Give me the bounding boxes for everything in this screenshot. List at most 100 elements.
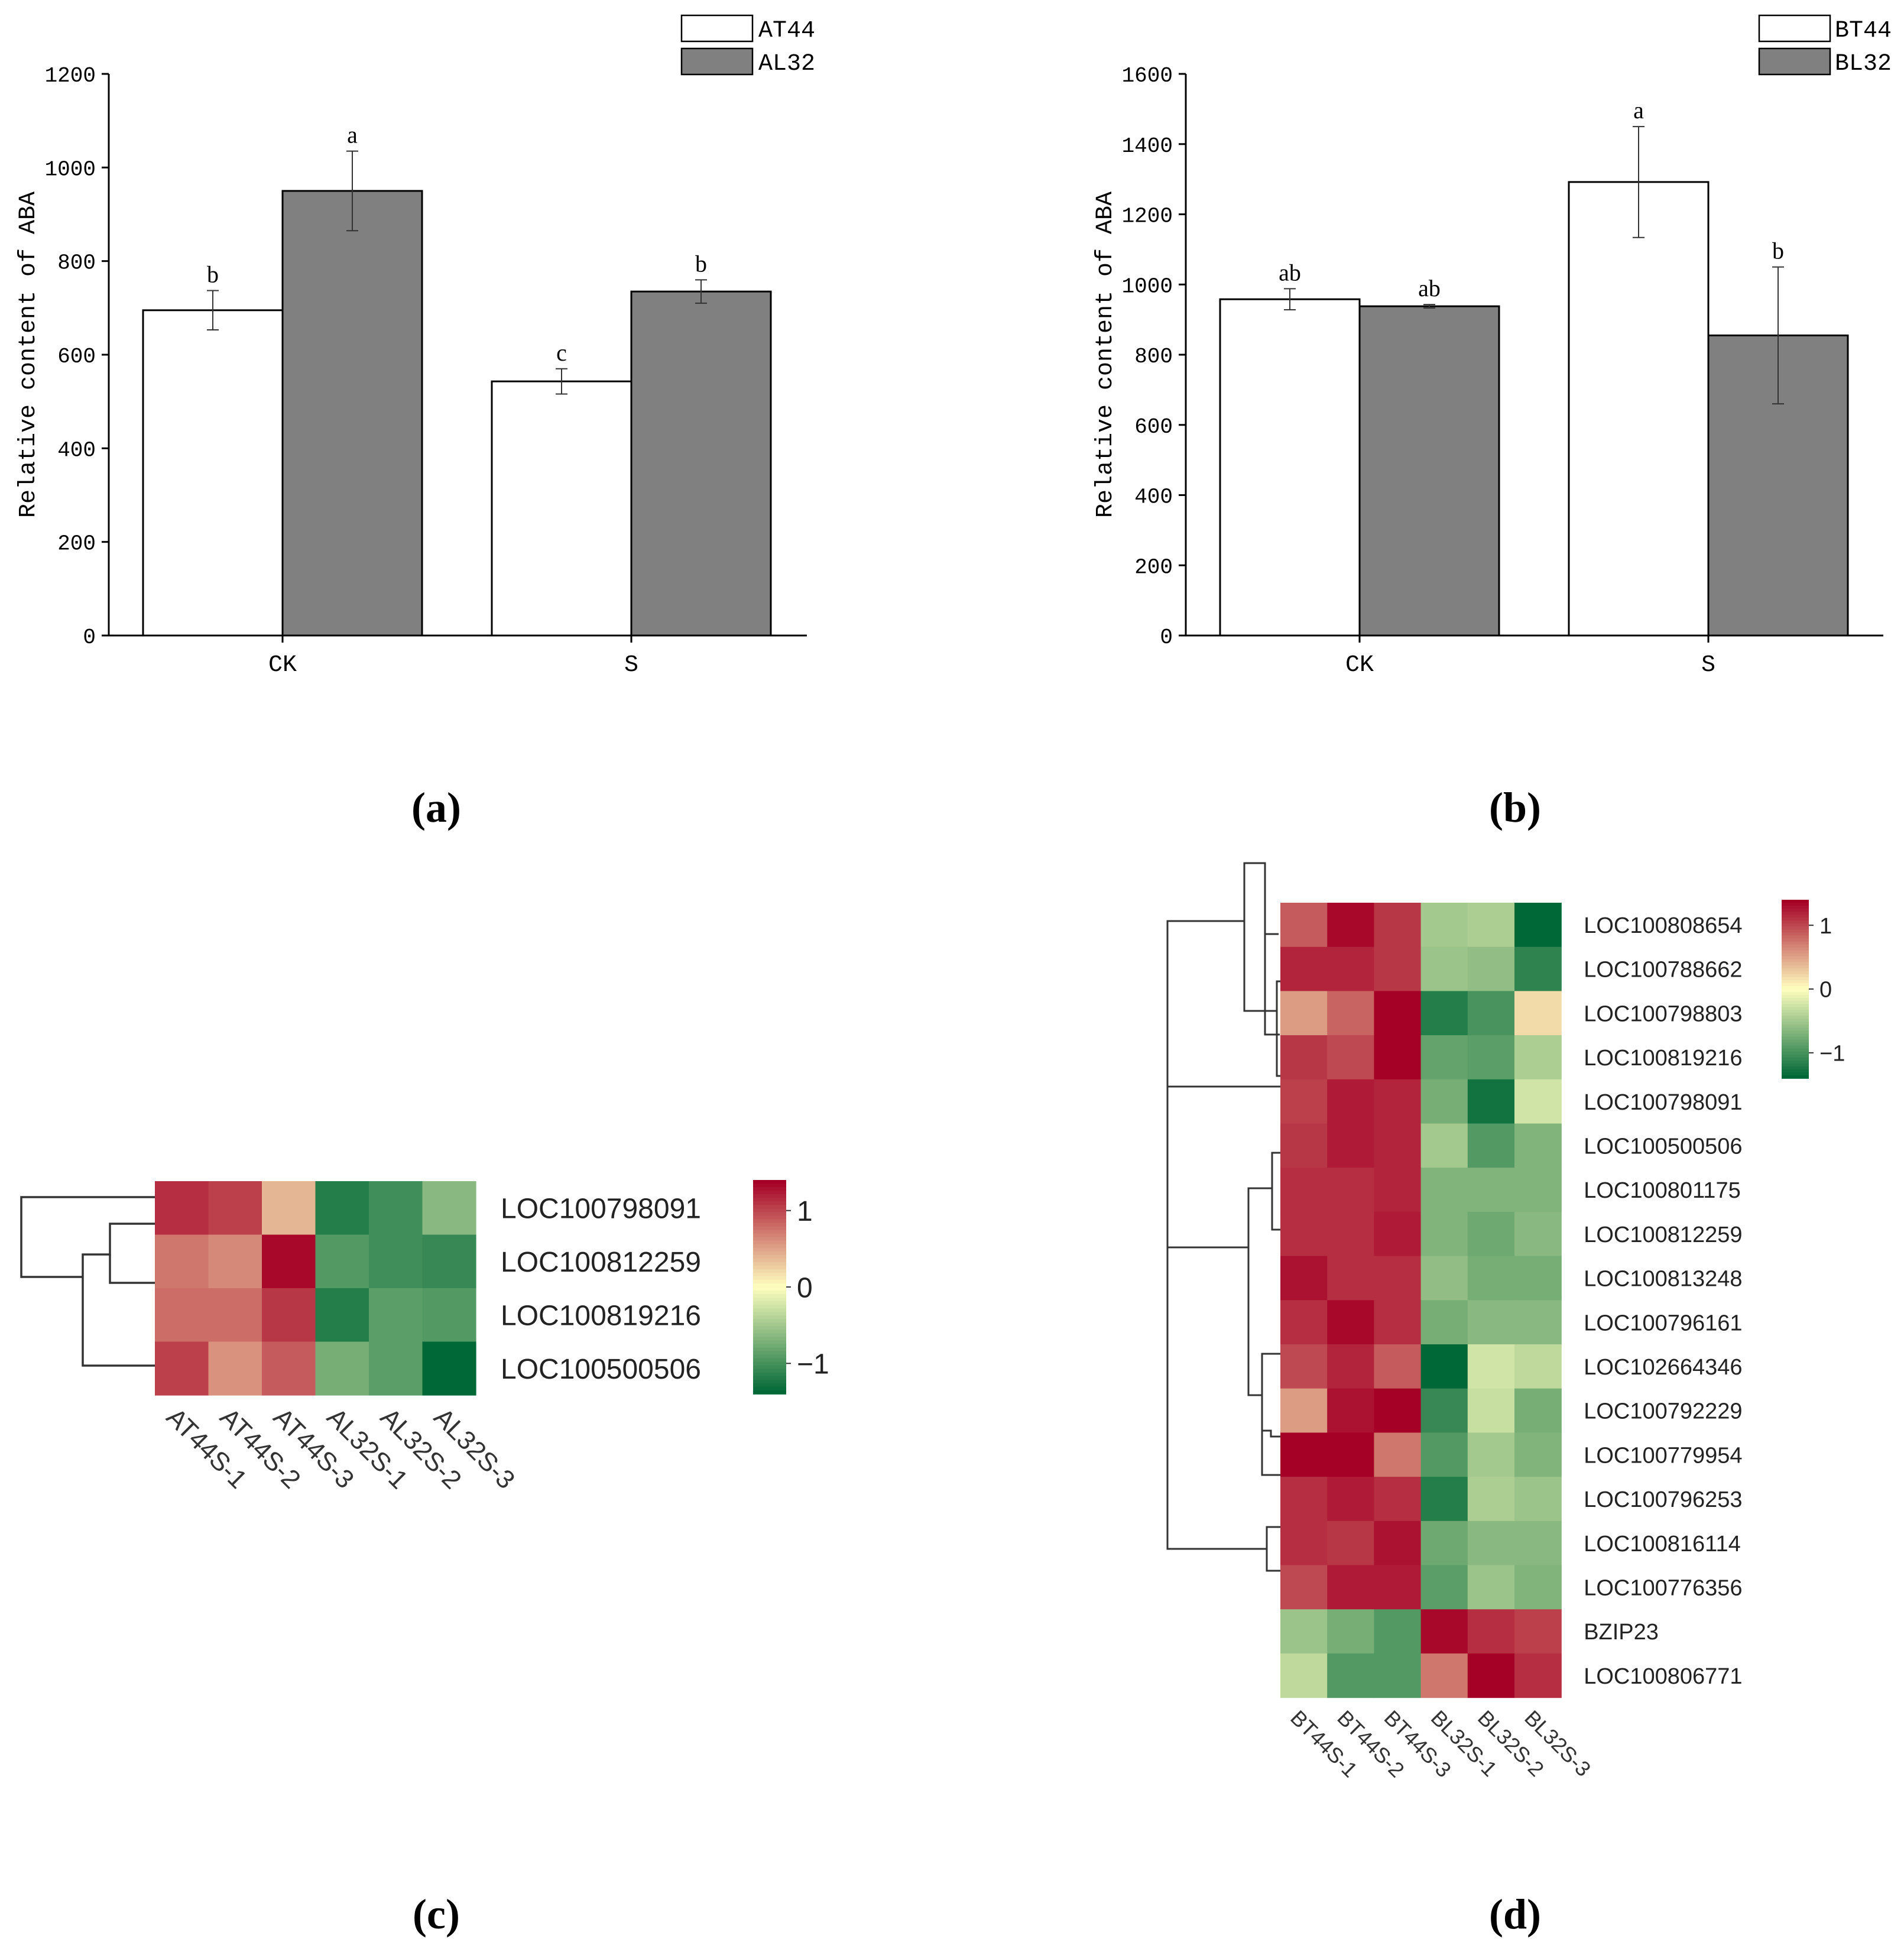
bar-at44-s xyxy=(491,380,632,637)
panel-label-a: (a) xyxy=(411,784,461,831)
heatmap-cell xyxy=(1280,1211,1328,1257)
heatmap-cell xyxy=(1280,1477,1328,1522)
bars-a: b a c b xyxy=(142,122,772,643)
heatmap-cell xyxy=(1514,1300,1562,1345)
panel-label-d: (d) xyxy=(1489,1891,1541,1938)
y-tick-label: 0 xyxy=(83,625,96,650)
colorbar-segment xyxy=(1782,1060,1809,1064)
colorbar-segment xyxy=(753,1223,786,1227)
heatmap-cell xyxy=(1280,991,1328,1036)
heatmap-cell xyxy=(1420,1520,1468,1566)
heatmap-cell xyxy=(1420,1565,1468,1610)
x-tick-label-s-a: S xyxy=(624,652,638,679)
y-tick-label: 1000 xyxy=(1122,274,1173,299)
colorbar-segment xyxy=(1782,1010,1809,1014)
x-tick-label-s-b: S xyxy=(1701,652,1715,679)
y-tick-label: 200 xyxy=(1134,555,1173,579)
dendro-branch xyxy=(1261,1431,1282,1476)
colorbar-segment xyxy=(753,1187,786,1191)
colorbar-segment xyxy=(753,1194,786,1198)
colorbar-segment xyxy=(753,1312,786,1317)
colorbar-segment xyxy=(1782,947,1809,951)
colorbar-segment xyxy=(1782,1027,1809,1032)
colorbar-segment xyxy=(753,1279,786,1284)
heatmap-cell xyxy=(1467,1211,1515,1257)
colorbar-segment xyxy=(753,1379,786,1384)
legend-label-bt44: BT44 xyxy=(1835,18,1892,44)
colorbar-segment xyxy=(753,1365,786,1370)
heatmap-cell xyxy=(1327,991,1374,1036)
legend-a: AT44 AL32 xyxy=(680,14,815,77)
row-labels-c: LOC100798091 LOC100812259 LOC100819216 LOC1… xyxy=(501,1194,701,1386)
row-label: LOC100798091 xyxy=(1584,1090,1742,1115)
colorbar-segment xyxy=(753,1251,786,1256)
colorbar-segment xyxy=(1782,1019,1809,1023)
colorbar-segment xyxy=(1782,1013,1809,1017)
heatmap-cell xyxy=(1327,1344,1374,1389)
significance-letter: b xyxy=(695,250,707,277)
y-tick-label: 600 xyxy=(1134,415,1173,439)
heatmap-cell xyxy=(208,1341,262,1396)
colorbar-segment xyxy=(753,1390,786,1395)
heatmap-cell xyxy=(1327,1300,1374,1345)
colorbar-segment xyxy=(753,1372,786,1377)
row-dendrogram-d xyxy=(1166,862,1284,1572)
colorbar-tick-label: 0 xyxy=(797,1272,813,1304)
colorbar-segment xyxy=(753,1337,786,1341)
heatmap-cell xyxy=(1420,1477,1468,1522)
heatmap-cell xyxy=(1467,946,1515,991)
colorbar-segment xyxy=(1782,995,1809,998)
heatmap-cell xyxy=(422,1234,476,1289)
heatmap-cell xyxy=(1514,1388,1562,1433)
panel-label-b: (b) xyxy=(1489,784,1541,831)
row-label: LOC100812259 xyxy=(1584,1223,1742,1247)
colorbar-segment xyxy=(1782,923,1809,928)
heatmap-cell xyxy=(315,1288,369,1343)
colorbar-segment xyxy=(753,1376,786,1380)
colorbar-segment xyxy=(753,1319,786,1324)
dendro-branch xyxy=(1166,1087,1284,1249)
heatmap-cell xyxy=(1420,991,1468,1036)
legend-swatch-bl32 xyxy=(1758,47,1831,76)
colorbar-segment xyxy=(753,1326,786,1331)
colorbar-c: 1 0 −1 xyxy=(753,1180,829,1395)
colorbar-segment xyxy=(1782,909,1809,912)
colorbar-segment xyxy=(753,1305,786,1309)
row-label: LOC100806771 xyxy=(1584,1664,1742,1689)
colorbar-segment xyxy=(753,1184,786,1188)
colorbar-segment xyxy=(1782,932,1809,936)
colorbar-segment xyxy=(1782,998,1809,1001)
colorbar-segment xyxy=(1782,903,1809,906)
heatmap-cell xyxy=(1467,1035,1515,1080)
bar-al32-ck xyxy=(281,190,423,637)
colorbar-segment xyxy=(753,1369,786,1373)
heatmap-cell xyxy=(1420,903,1468,948)
heatmap-cell xyxy=(1280,1035,1328,1080)
colorbar-segment xyxy=(753,1298,786,1302)
colorbar-segment xyxy=(1782,1039,1809,1043)
bar-al32-s xyxy=(630,290,772,637)
heatmap-cell xyxy=(315,1181,369,1236)
colorbar-segment xyxy=(753,1244,786,1249)
heatmap-cell xyxy=(1327,1035,1374,1080)
heatmap-cell xyxy=(155,1288,209,1343)
colorbar-segment xyxy=(753,1333,786,1338)
heatmap-cell xyxy=(369,1181,423,1236)
heatmap-cell xyxy=(1374,946,1422,991)
heatmap-cell xyxy=(1280,1123,1328,1168)
colorbar-segment xyxy=(753,1315,786,1320)
heatmap-cell xyxy=(1374,1565,1422,1610)
heatmap-cell xyxy=(1467,1079,1515,1124)
row-label: LOC100801175 xyxy=(1584,1178,1741,1203)
colorbar-tick-label: 1 xyxy=(797,1196,813,1227)
heatmap-cell xyxy=(1327,1609,1374,1654)
row-label: LOC100819216 xyxy=(1584,1046,1742,1071)
heatmap-cell xyxy=(1327,1520,1374,1566)
dendro-branch xyxy=(82,1223,155,1277)
heatmap-cell xyxy=(1514,1344,1562,1389)
heatmap-cell xyxy=(1327,1432,1374,1477)
colorbar-segment xyxy=(753,1208,786,1213)
heatmap-cell xyxy=(1514,1211,1562,1257)
heatmap-cell xyxy=(1374,1211,1422,1257)
heatmap-cell xyxy=(1420,1168,1468,1212)
